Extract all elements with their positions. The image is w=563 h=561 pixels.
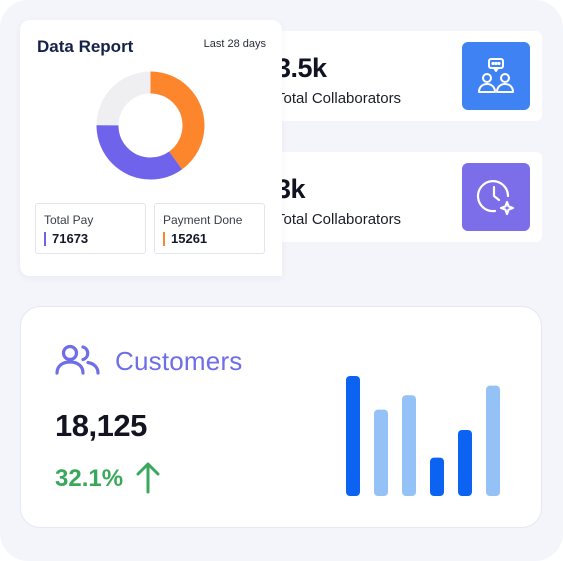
stat-card-collaborators-secondary: 3k Total Collaborators (262, 152, 542, 242)
customers-card: Customers 18,125 32.1% (20, 306, 542, 528)
total-pay-box: Total Pay 71673 (35, 203, 146, 254)
total-pay-label: Total Pay (44, 213, 94, 227)
customers-change-percent: 32.1% (55, 465, 124, 492)
stat-card-collaborators: 3.5k Total Collaborators (262, 31, 542, 121)
users-icon (55, 344, 101, 381)
stat-label: Total Collaborators (276, 90, 402, 107)
collaborators-chat-icon (462, 42, 530, 110)
customers-bar-0 (346, 376, 360, 496)
customers-bar-chart (346, 376, 500, 496)
report-range-selector[interactable]: Last 28 days (203, 38, 266, 50)
payment-done-value: 15261 (163, 232, 207, 246)
payment-done-label: Payment Done (163, 213, 243, 227)
data-report-card: Data Report Last 28 days Total Pay 71673… (20, 20, 282, 276)
report-title: Data Report (37, 37, 134, 56)
customers-bar-1 (374, 409, 388, 496)
customers-title: Customers (115, 346, 243, 376)
payment-done-box: Payment Done 15261 (154, 203, 265, 254)
arrow-up-icon (135, 461, 161, 500)
stat-value: 3.5k (276, 53, 327, 83)
customers-bar-5 (486, 385, 500, 496)
donut-slice-1 (96, 71, 205, 180)
stat-label: Total Collaborators (276, 211, 402, 228)
total-pay-value: 71673 (44, 232, 88, 246)
clock-sparkle-icon (462, 163, 530, 231)
customers-bar-2 (402, 395, 416, 496)
customers-count: 18,125 (55, 408, 147, 443)
report-donut-chart (96, 71, 205, 180)
customers-bar-3 (430, 457, 444, 496)
donut-slice-2 (96, 71, 205, 180)
customers-bar-4 (458, 430, 472, 496)
